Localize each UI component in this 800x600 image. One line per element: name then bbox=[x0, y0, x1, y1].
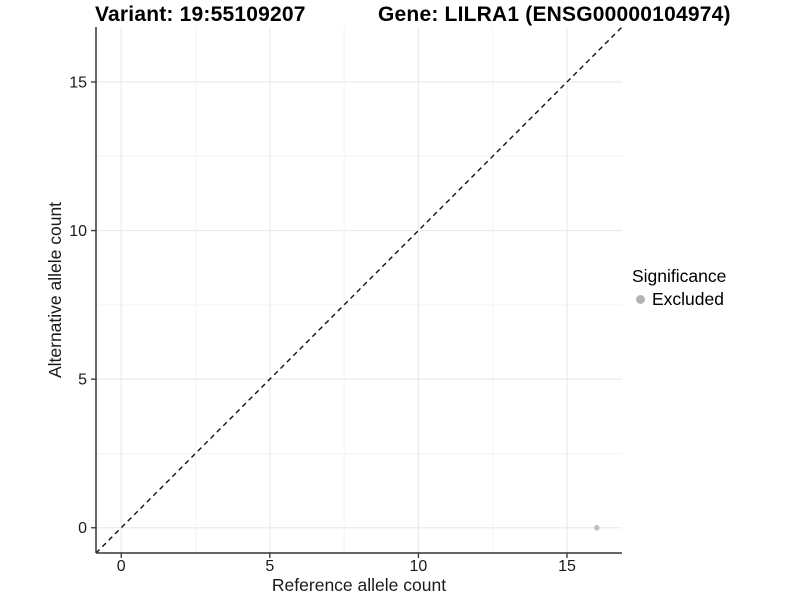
x-tick-label: 10 bbox=[410, 558, 428, 575]
y-axis-title: Alternative allele count bbox=[45, 202, 65, 378]
y-tick-label: 10 bbox=[69, 223, 87, 240]
legend-item: Excluded bbox=[632, 289, 726, 310]
x-axis-title: Reference allele count bbox=[272, 575, 446, 595]
legend: Significance Excluded bbox=[632, 266, 726, 310]
points-layer bbox=[593, 524, 600, 531]
y-tick-label: 5 bbox=[78, 372, 87, 389]
x-tick-label: 15 bbox=[558, 558, 576, 575]
reference-line-layer bbox=[95, 26, 623, 554]
data-point bbox=[593, 524, 600, 531]
grid-layer bbox=[96, 27, 622, 553]
y-tick-label: 0 bbox=[78, 520, 87, 537]
y-tick-label: 15 bbox=[69, 74, 87, 91]
legend-title: Significance bbox=[632, 266, 727, 286]
identity-reference-line bbox=[95, 26, 623, 554]
gene-title: Gene: LILRA1 (ENSG00000104974) bbox=[378, 3, 731, 26]
legend-item-label: Excluded bbox=[652, 289, 724, 309]
x-tick-label: 5 bbox=[265, 558, 274, 575]
x-tick-label: 0 bbox=[117, 558, 126, 575]
variant-title: Variant: 19:55109207 bbox=[95, 3, 306, 26]
excluded-circle-icon bbox=[636, 295, 645, 304]
axis-layer: 0 5 10 15 0 5 10 15 bbox=[69, 27, 622, 575]
